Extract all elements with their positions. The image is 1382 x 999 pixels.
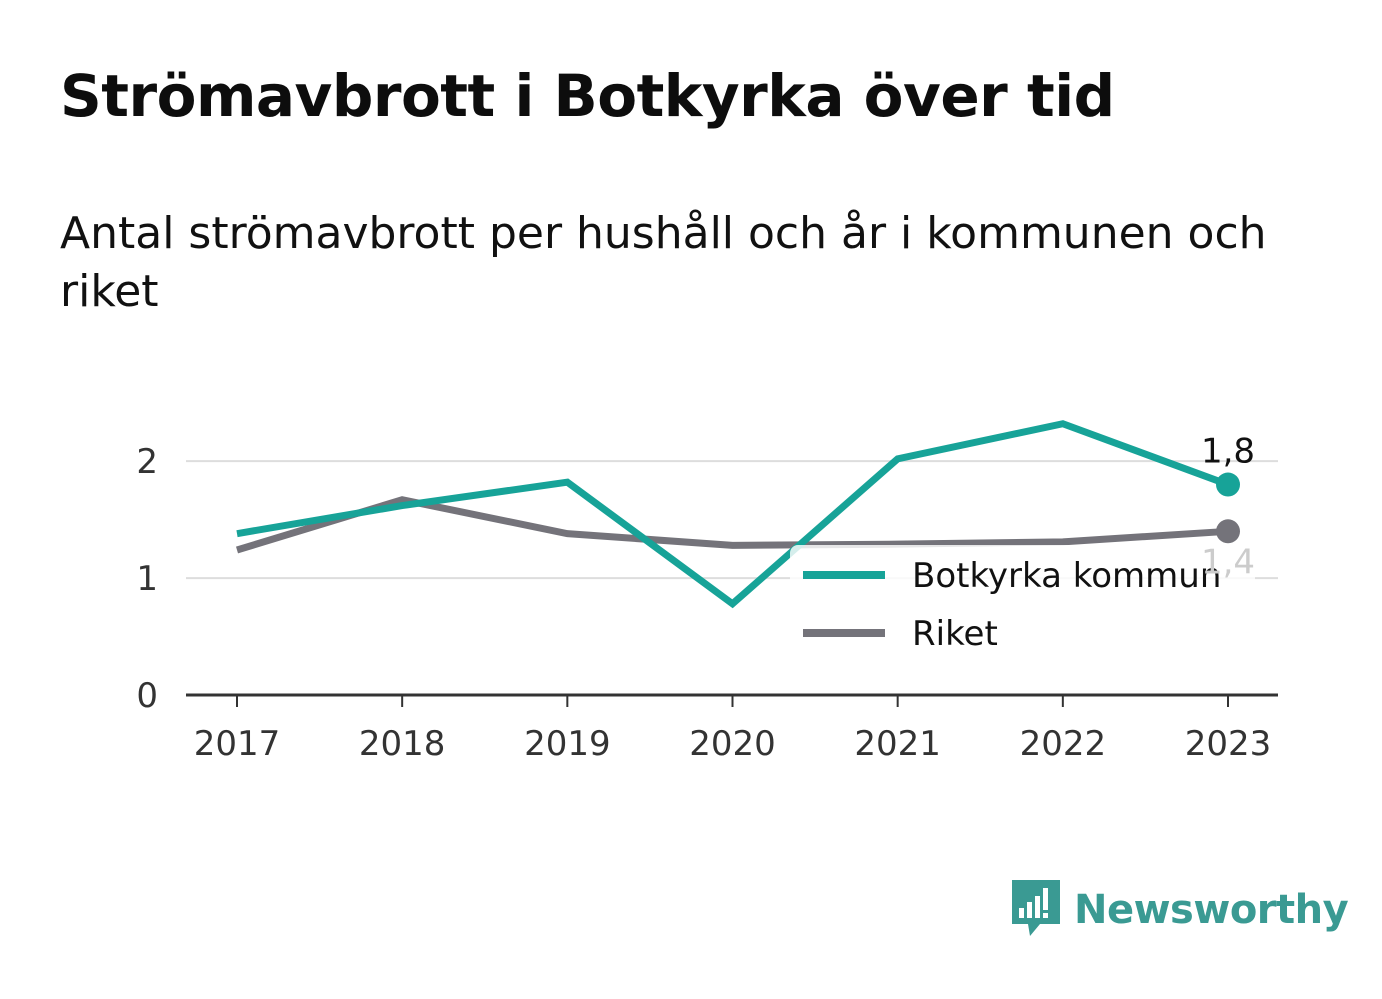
legend-label: Riket — [912, 614, 998, 654]
chart-subtitle: Antal strömavbrott per hushåll och år i … — [60, 208, 1267, 317]
x-tick-label: 2019 — [524, 724, 611, 764]
end-label-riket: 1,4 — [1201, 542, 1255, 582]
x-tick-label: 2023 — [1185, 724, 1272, 764]
y-axis-ticks: 0 1 2 — [136, 442, 158, 716]
x-tick-label: 2022 — [1020, 724, 1107, 764]
series-line-riket — [235, 496, 1229, 554]
chart-title: Strömavbrott i Botkyrka över tid — [60, 62, 1115, 130]
x-tick-label: 2021 — [854, 724, 941, 764]
series-lines — [235, 420, 1240, 609]
x-tick-label: 2017 — [194, 724, 281, 764]
series-line-botkyrka — [236, 420, 1230, 609]
series-end-point — [1216, 472, 1240, 497]
y-tick-label: 1 — [136, 559, 158, 599]
newsworthy-logo-icon — [1010, 878, 1062, 942]
series-end-point — [1216, 519, 1240, 544]
legend-background — [790, 545, 1255, 665]
brand-logo: Newsworthy — [1010, 878, 1349, 942]
x-axis-ticks: 2017 2018 2019 2020 2021 2022 2023 — [194, 695, 1272, 764]
end-labels: 1,8 1,4 — [1201, 432, 1255, 583]
end-label-botkyrka: 1,8 — [1201, 432, 1255, 472]
x-tick-label: 2020 — [689, 724, 776, 764]
y-tick-label: 0 — [136, 676, 158, 716]
brand-name: Newsworthy — [1074, 887, 1349, 933]
legend-label: Botkyrka kommun — [912, 556, 1221, 596]
y-tick-label: 2 — [136, 442, 158, 482]
x-tick-label: 2018 — [359, 724, 446, 764]
legend: Botkyrka kommun Riket — [790, 545, 1255, 665]
